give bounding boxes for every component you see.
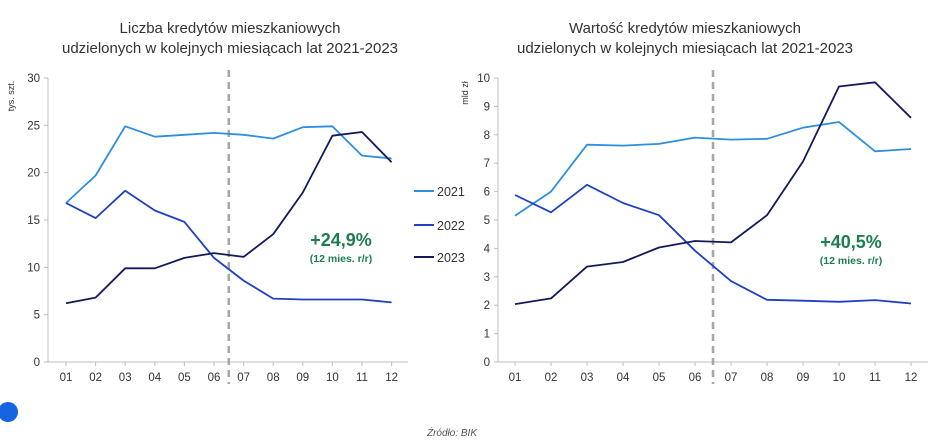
- x-tick-label: 08: [267, 372, 280, 384]
- chart-loan-value: Wartość kredytów mieszkaniowych udzielon…: [460, 20, 928, 384]
- x-tick-label: 08: [761, 372, 774, 384]
- annotation-change-value: +40,5%: [820, 232, 882, 252]
- legend-label-2022: 2022: [437, 219, 465, 233]
- x-tick-label: 07: [237, 372, 250, 384]
- chart-title-line-2: udzielonych w kolejnych miesiącach lat 2…: [517, 40, 853, 57]
- x-tick-label: 06: [689, 372, 702, 384]
- x-tick-label: 03: [119, 372, 132, 384]
- series-line-2021: [514, 121, 912, 217]
- chart-title-line-1: Wartość kredytów mieszkaniowych: [569, 20, 801, 37]
- x-tick-label: 04: [148, 372, 161, 384]
- series-line-2023: [514, 81, 912, 305]
- x-tick-label: 10: [833, 372, 846, 384]
- x-tick-label: 02: [89, 372, 102, 384]
- legend-label-2021: 2021: [437, 185, 465, 199]
- y-tick-label: 10: [477, 73, 490, 85]
- y-axis-unit-label: tys. szt.: [6, 81, 16, 112]
- x-tick-label: 04: [617, 372, 630, 384]
- series-line-2022: [65, 189, 392, 304]
- y-tick-label: 5: [484, 215, 490, 227]
- y-tick-label: 4: [484, 243, 491, 255]
- y-tick-label: 20: [27, 168, 40, 180]
- y-tick-label: 0: [34, 357, 40, 369]
- series-line-2021: [65, 125, 392, 204]
- x-tick-label: 05: [178, 372, 191, 384]
- chart-title-line-2: udzielonych w kolejnych miesiącach lat 2…: [62, 40, 398, 57]
- annotation-change-value: +24,9%: [310, 230, 372, 250]
- y-tick-label: 0: [484, 357, 490, 369]
- legend-item-2022: 2022: [414, 219, 465, 233]
- legend-item-2021: 2021: [414, 185, 465, 199]
- series-line-2022: [514, 183, 912, 305]
- y-tick-label: 30: [27, 73, 40, 85]
- x-tick-label: 09: [296, 372, 309, 384]
- x-tick-label: 03: [581, 372, 594, 384]
- y-tick-label: 2: [484, 300, 490, 312]
- y-tick-label: 6: [484, 187, 490, 199]
- y-tick-label: 15: [27, 215, 40, 227]
- y-tick-label: 25: [27, 120, 40, 132]
- x-tick-label: 10: [326, 372, 339, 384]
- x-tick-label: 11: [869, 372, 881, 384]
- y-tick-label: 8: [484, 130, 490, 142]
- chart-loan-count: Liczba kredytów mieszkaniowych udzielony…: [6, 20, 408, 384]
- source-note: Źródło: BIK: [426, 426, 478, 439]
- legend-item-2023: 2023: [414, 251, 465, 265]
- x-tick-label: 11: [356, 372, 368, 384]
- x-tick-label: 07: [725, 372, 738, 384]
- x-tick-label: 09: [797, 372, 810, 384]
- x-tick-label: 06: [208, 372, 221, 384]
- y-axis-unit-label: mld zł: [460, 81, 470, 105]
- chart-title-line-1: Liczba kredytów mieszkaniowych: [120, 20, 341, 37]
- y-tick-label: 7: [484, 158, 490, 170]
- annotation-change-note: (12 mies. r/r): [310, 253, 372, 265]
- x-tick-label: 01: [60, 372, 73, 384]
- blue-dot-icon: [0, 402, 18, 422]
- y-tick-label: 10: [27, 262, 40, 274]
- y-tick-label: 1: [484, 329, 490, 341]
- series-line-2023: [65, 131, 393, 305]
- y-tick-label: 5: [34, 310, 40, 322]
- annotation-change-note: (12 mies. r/r): [820, 255, 882, 267]
- y-tick-label: 3: [484, 272, 490, 284]
- x-tick-label: 12: [385, 372, 398, 384]
- y-tick-label: 9: [484, 101, 490, 113]
- x-tick-label: 01: [509, 372, 522, 384]
- x-tick-label: 05: [653, 372, 666, 384]
- x-tick-label: 12: [905, 372, 918, 384]
- legend-label-2023: 2023: [437, 251, 465, 265]
- x-tick-label: 02: [545, 372, 558, 384]
- legend: 2021 2022 2023: [414, 185, 465, 265]
